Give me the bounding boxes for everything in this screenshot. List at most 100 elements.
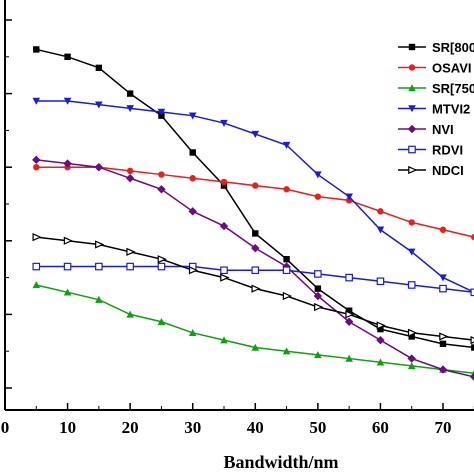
data-point: [219, 221, 229, 231]
x-tick-label: 70: [435, 418, 452, 437]
legend-marker: [408, 165, 418, 175]
data-point: [282, 266, 291, 275]
legend-label: SR[800: [432, 40, 474, 55]
data-point: [94, 163, 104, 172]
data-point: [471, 344, 474, 351]
data-point: [32, 281, 41, 289]
data-point: [376, 335, 385, 345]
legend-label: SR[750: [432, 81, 474, 96]
series-4: [32, 155, 474, 381]
data-point: [471, 233, 474, 241]
data-point: [252, 230, 259, 237]
legend-item: SR[750: [398, 81, 474, 96]
legend-item: NDCI: [398, 163, 464, 178]
data-point: [439, 226, 447, 233]
data-point: [220, 273, 230, 282]
data-point: [439, 274, 447, 282]
series-5: [32, 262, 474, 297]
data-point: [33, 164, 40, 171]
x-axis-ticks: 0 10 20 30 40 50 60 70: [1, 403, 474, 437]
data-point: [251, 284, 261, 293]
data-point: [282, 347, 291, 355]
data-point: [408, 333, 415, 340]
data-point: [126, 105, 134, 113]
data-point: [63, 236, 74, 245]
data-point: [344, 317, 354, 326]
data-point: [376, 226, 385, 234]
data-point: [157, 185, 166, 194]
data-point: [32, 232, 42, 242]
series-1: [33, 164, 474, 241]
legend-item: MTVI2: [398, 102, 470, 117]
x-tick-label: 10: [59, 418, 76, 437]
data-point: [345, 273, 353, 282]
data-point: [345, 354, 353, 362]
data-point: [126, 90, 134, 97]
series-2: [32, 281, 474, 377]
series-line: [36, 166, 474, 238]
data-point: [470, 336, 474, 345]
legend-marker: [408, 84, 416, 92]
data-point: [345, 193, 353, 201]
data-point: [407, 354, 416, 363]
x-axis-title: Bandwidth/nm: [223, 452, 338, 472]
data-point: [345, 310, 355, 319]
data-point: [314, 285, 322, 292]
data-point: [126, 310, 134, 318]
data-point: [407, 281, 416, 289]
x-tick-label: 20: [122, 418, 139, 437]
series-6: [32, 232, 474, 345]
legend-label: RDVI: [432, 143, 463, 158]
data-point: [220, 336, 228, 344]
data-point: [251, 266, 260, 275]
legend-label: NVI: [432, 122, 454, 137]
data-point: [313, 291, 323, 301]
data-point: [189, 149, 196, 156]
x-tick-label: 30: [184, 418, 201, 437]
data-point: [63, 97, 72, 105]
data-point: [251, 343, 260, 351]
data-point: [64, 53, 71, 60]
data-point: [32, 97, 41, 105]
legend-marker: [408, 64, 416, 71]
data-point: [95, 262, 103, 271]
data-point: [470, 288, 474, 297]
legend-label: MTVI2: [432, 102, 470, 117]
data-point: [251, 243, 260, 253]
data-point: [126, 262, 134, 271]
x-tick-label: 50: [309, 418, 326, 437]
data-point: [157, 108, 166, 116]
data-point: [63, 159, 72, 168]
data-point: [408, 219, 415, 226]
data-point: [188, 207, 197, 216]
data-point: [126, 247, 136, 256]
data-point: [252, 182, 259, 189]
series-layer: [32, 46, 474, 381]
data-point: [407, 328, 418, 337]
series-3: [32, 97, 474, 296]
data-point: [95, 295, 103, 303]
legend-marker: [408, 105, 416, 113]
data-point: [95, 64, 103, 72]
legend-item: NVI: [398, 122, 454, 137]
data-point: [376, 358, 385, 366]
legend-item: SR[800: [398, 40, 474, 55]
x-tick-label: 40: [247, 418, 264, 437]
series-0: [33, 46, 474, 351]
y-axis-ticks: [5, 19, 12, 389]
legend-item: RDVI: [398, 143, 463, 158]
data-point: [439, 340, 447, 348]
legend-label: NDCI: [432, 163, 464, 178]
data-point: [157, 262, 166, 271]
data-point: [314, 270, 322, 278]
data-point: [32, 262, 41, 271]
data-point: [220, 178, 228, 186]
data-point: [220, 182, 228, 189]
data-point: [32, 155, 41, 165]
data-point: [220, 266, 228, 275]
data-point: [63, 262, 72, 271]
data-point: [33, 46, 40, 53]
data-point: [282, 291, 293, 301]
legend: SR[800 OSAVI SR[750 MTVI2 NVI RDVI NDCI: [398, 40, 474, 178]
